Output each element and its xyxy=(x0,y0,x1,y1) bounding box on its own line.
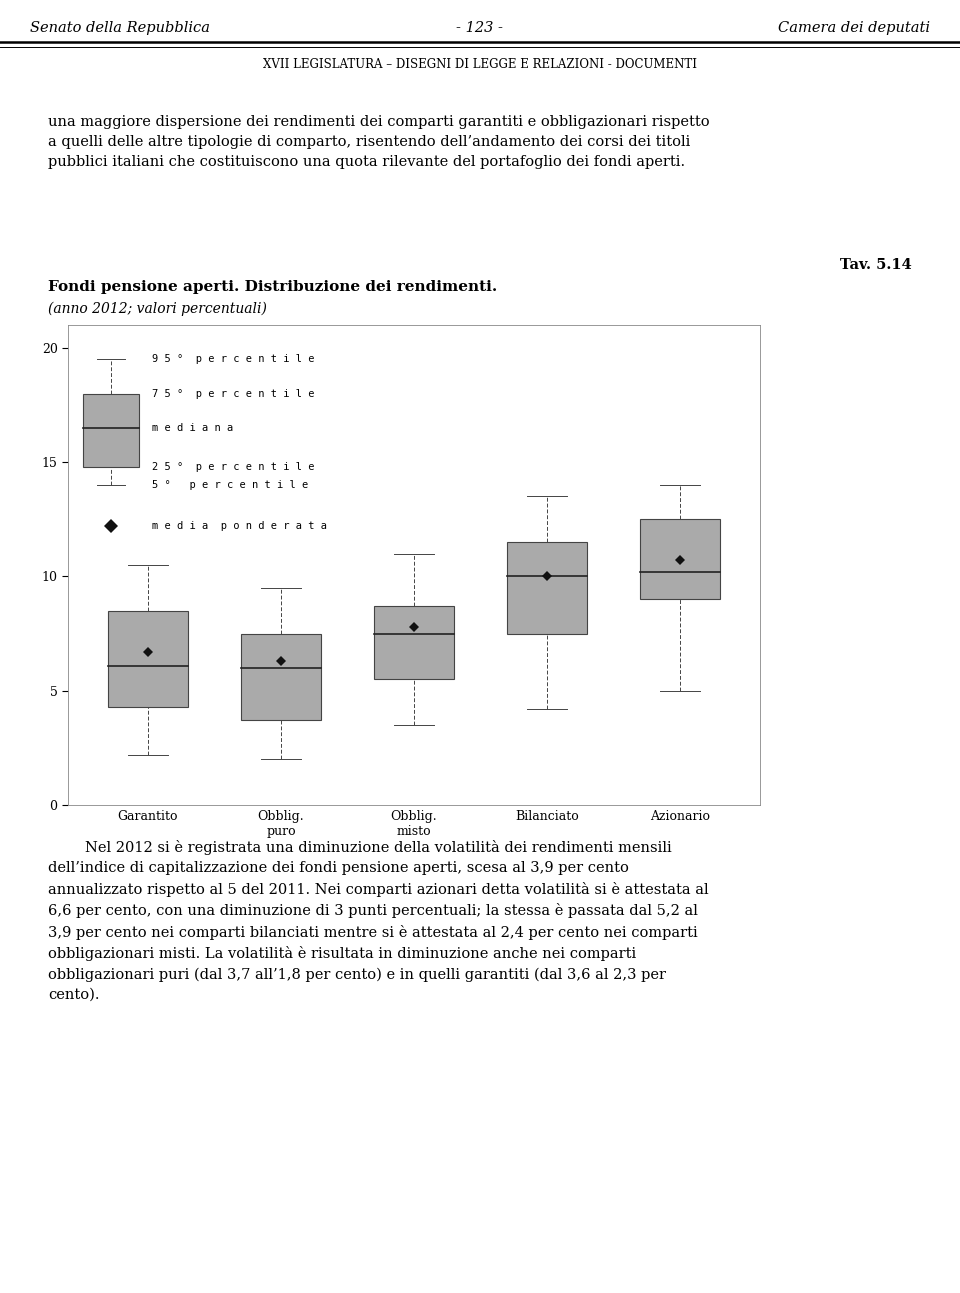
Bar xyxy=(640,520,720,599)
Text: (anno 2012; valori percentuali): (anno 2012; valori percentuali) xyxy=(48,303,267,317)
Text: - 123 -: - 123 - xyxy=(457,21,503,35)
Text: Camera dei deputati: Camera dei deputati xyxy=(778,21,930,35)
Text: Fondi pensione aperti. Distribuzione dei rendimenti.: Fondi pensione aperti. Distribuzione dei… xyxy=(48,281,497,294)
Bar xyxy=(83,393,138,467)
Bar xyxy=(241,634,321,720)
Text: Senato della Repubblica: Senato della Repubblica xyxy=(30,21,210,35)
Text: 7 5 °  p e r c e n t i l e: 7 5 ° p e r c e n t i l e xyxy=(152,389,314,398)
Text: XVII LEGISLATURA – DISEGNI DI LEGGE E RELAZIONI - DOCUMENTI: XVII LEGISLATURA – DISEGNI DI LEGGE E RE… xyxy=(263,58,697,71)
Text: m e d i a n a: m e d i a n a xyxy=(152,423,233,433)
Text: m e d i a  p o n d e r a t a: m e d i a p o n d e r a t a xyxy=(152,521,326,531)
Text: 5 °   p e r c e n t i l e: 5 ° p e r c e n t i l e xyxy=(152,480,308,490)
Text: Nel 2012 si è registrata una diminuzione della volatilità dei rendimenti mensili: Nel 2012 si è registrata una diminuzione… xyxy=(48,840,708,1002)
Text: 9 5 °  p e r c e n t i l e: 9 5 ° p e r c e n t i l e xyxy=(152,354,314,365)
Bar xyxy=(108,610,188,707)
Bar xyxy=(507,542,587,634)
Text: una maggiore dispersione dei rendimenti dei comparti garantiti e obbligazionari : una maggiore dispersione dei rendimenti … xyxy=(48,115,709,169)
Bar xyxy=(374,606,454,679)
Text: Tav. 5.14: Tav. 5.14 xyxy=(840,259,912,272)
Text: 2 5 °  p e r c e n t i l e: 2 5 ° p e r c e n t i l e xyxy=(152,462,314,472)
